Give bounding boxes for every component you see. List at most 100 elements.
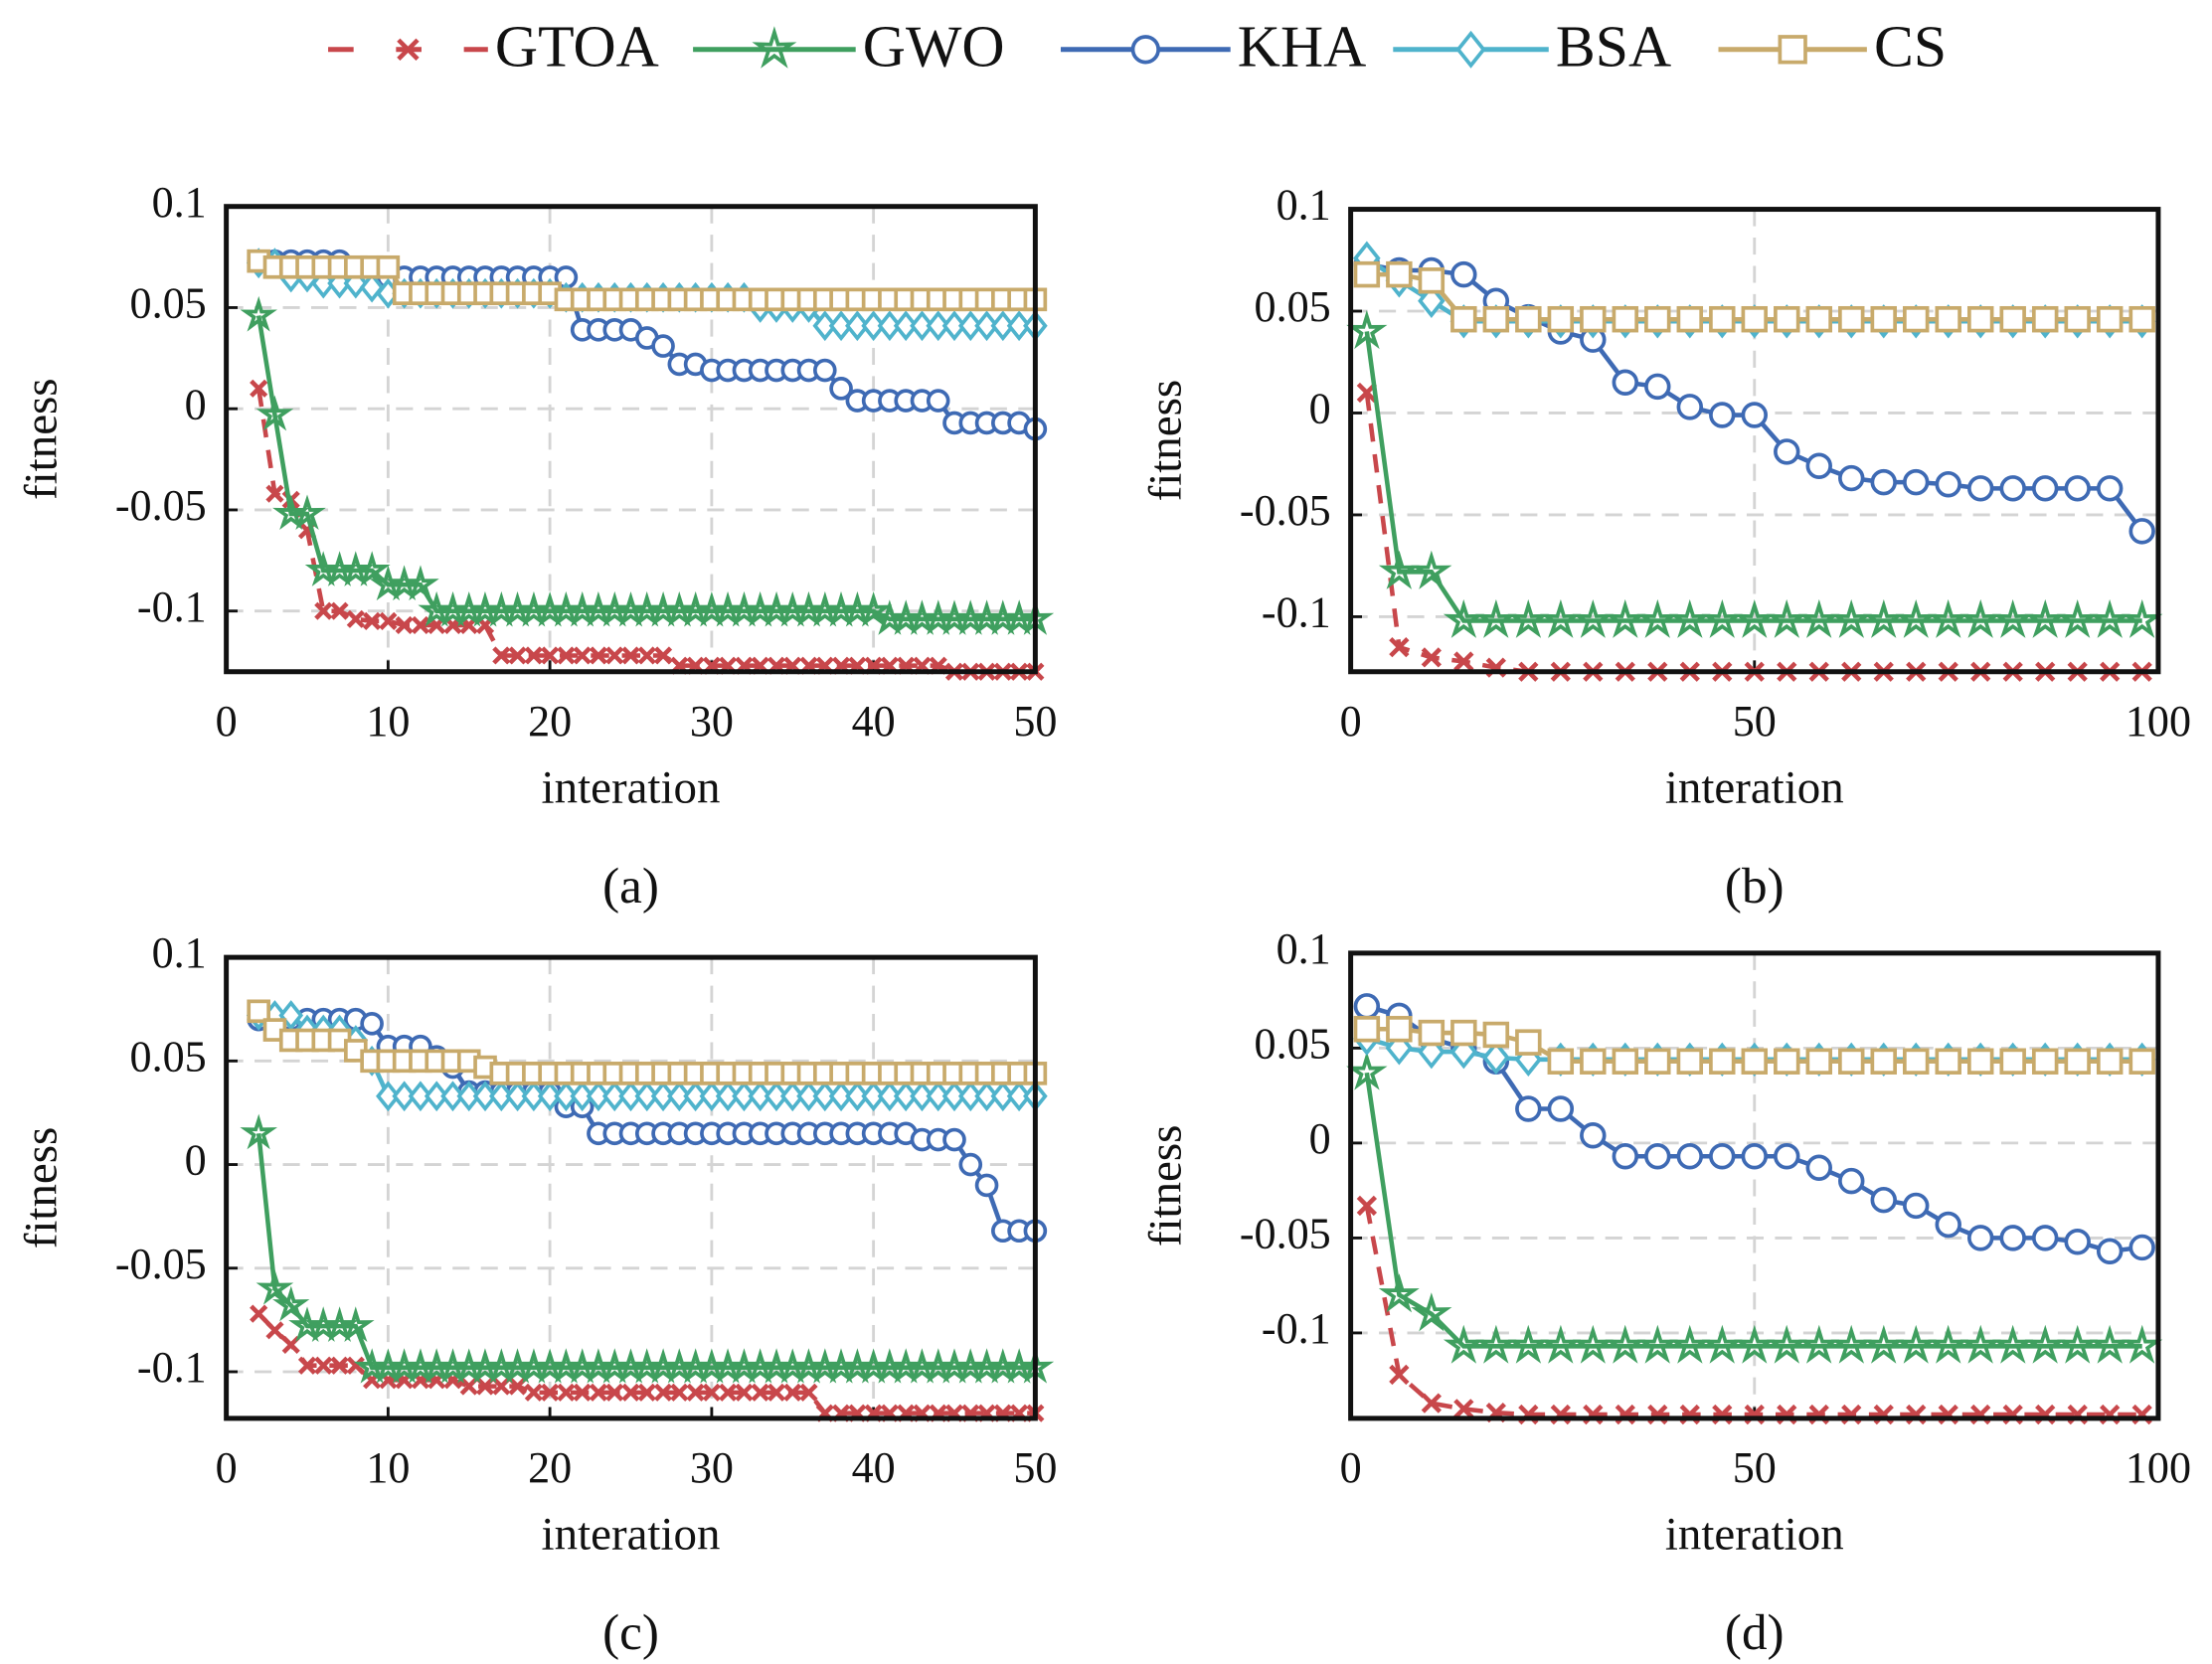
data-point	[2128, 305, 2155, 333]
legend-label: BSA	[1556, 13, 1671, 79]
data-point	[779, 1081, 805, 1112]
data-point	[1805, 305, 1832, 333]
data-point	[2064, 1048, 2091, 1075]
x-axis-label: interation	[1665, 1509, 1844, 1561]
data-point	[1572, 599, 1614, 638]
data-point	[1709, 305, 1736, 333]
data-point	[2064, 1228, 2091, 1255]
data-point	[1572, 1324, 1614, 1364]
data-point	[586, 1081, 611, 1112]
x-tick-label: 100	[2126, 697, 2191, 746]
data-point	[1935, 1048, 1961, 1075]
data-point	[1612, 305, 1639, 333]
y-tick-label: 0	[185, 1136, 207, 1185]
data-point	[314, 1356, 333, 1375]
data-point	[1644, 1143, 1671, 1170]
data-point	[1935, 1211, 1961, 1239]
data-point	[1734, 1324, 1776, 1364]
x-tick-label: 0	[216, 1443, 238, 1492]
data-point	[440, 1081, 465, 1112]
data-point	[1838, 464, 1865, 492]
data-point	[392, 1081, 417, 1112]
data-point	[751, 1383, 769, 1402]
data-point	[1450, 1019, 1477, 1047]
data-point	[573, 646, 592, 665]
data-point	[1676, 1143, 1704, 1170]
data-point	[2031, 1225, 2059, 1251]
data-point	[958, 1152, 983, 1177]
data-point	[570, 1081, 596, 1112]
subplot: 0.1 0.05 0 -0.05 -0.1 0 10 20 30 40 50 interation fi…	[15, 928, 1057, 1661]
data-point	[637, 646, 656, 665]
data-point	[719, 1383, 738, 1402]
data-point	[1453, 1399, 1474, 1419]
data-point	[877, 310, 903, 342]
y-tick-label: -0.1	[1262, 588, 1331, 637]
data-point	[699, 1081, 725, 1112]
data-point	[1766, 1324, 1807, 1364]
data-point	[1540, 1324, 1582, 1364]
data-point	[314, 601, 333, 620]
x-axis-label: interation	[542, 1509, 721, 1561]
data-point	[1734, 599, 1776, 638]
data-point	[376, 254, 401, 279]
data-point	[764, 1081, 789, 1112]
data-point	[2128, 1048, 2155, 1075]
x-tick-label: 20	[528, 1443, 572, 1492]
data-point	[683, 1081, 708, 1112]
data-point	[524, 1383, 543, 1402]
legend-label: CS	[1874, 13, 1947, 79]
data-point	[2128, 1234, 2155, 1261]
y-tick-label: 0.05	[130, 279, 207, 328]
data-point	[2024, 598, 2066, 638]
data-point	[379, 611, 398, 630]
data-point	[1580, 305, 1607, 333]
data-point	[411, 615, 430, 635]
data-point	[1515, 1029, 1542, 1056]
data-point	[1636, 1324, 1678, 1364]
data-point	[601, 1081, 627, 1112]
data-point	[1805, 452, 1832, 479]
data-point	[346, 1356, 365, 1375]
data-point	[1507, 598, 1549, 638]
data-point	[1540, 598, 1582, 638]
data-point	[1547, 1095, 1575, 1122]
data-point	[472, 1081, 498, 1112]
data-point	[408, 1081, 433, 1112]
subplot-caption: (a)	[602, 858, 659, 915]
data-point	[1966, 475, 1994, 502]
data-point	[1669, 1324, 1711, 1364]
data-point	[621, 646, 640, 665]
data-point	[766, 1383, 786, 1402]
data-point	[541, 646, 560, 665]
x-tick-label: 0	[216, 697, 238, 746]
x-tick-label: 20	[528, 697, 572, 746]
x-tick-label: 30	[690, 1443, 734, 1492]
data-point	[651, 334, 675, 358]
data-point	[1443, 1324, 1484, 1364]
data-point	[670, 1383, 689, 1402]
data-point	[521, 1081, 547, 1112]
data-point	[1805, 1154, 1832, 1181]
data-point	[732, 1081, 757, 1112]
x-tick-label: 0	[1340, 697, 1362, 746]
data-point	[910, 1081, 935, 1112]
data-point	[1418, 267, 1446, 294]
data-point	[2096, 475, 2124, 502]
data-point	[2096, 1238, 2124, 1265]
data-point	[1701, 598, 1743, 638]
data-point	[1453, 651, 1474, 672]
data-point	[2064, 475, 2091, 502]
data-point	[1515, 1095, 1542, 1122]
data-point	[1903, 305, 1930, 333]
data-point	[926, 310, 951, 342]
data-point	[1636, 598, 1679, 638]
data-point	[240, 1113, 277, 1150]
data-point	[1870, 468, 1897, 496]
data-point	[541, 1383, 560, 1402]
data-point	[1475, 1324, 1517, 1364]
data-point	[395, 615, 414, 635]
data-point	[1515, 305, 1542, 333]
y-tick-label: 0.05	[130, 1032, 207, 1081]
y-tick-label: -0.05	[1240, 486, 1331, 535]
